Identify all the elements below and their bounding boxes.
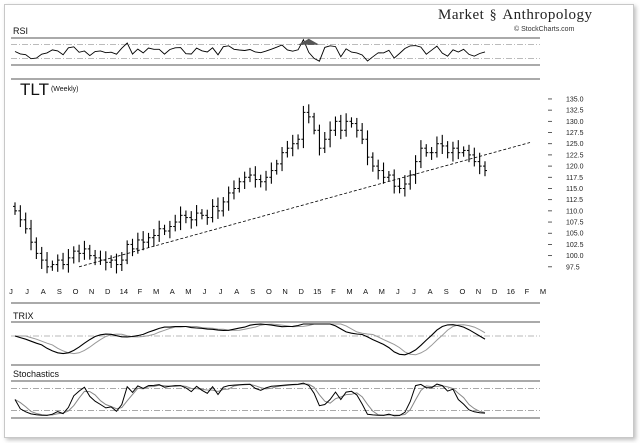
x-axis-label: N	[476, 287, 481, 296]
x-axis-label: J	[25, 287, 29, 296]
x-axis-label: 14	[120, 287, 128, 296]
price-tick-label: 115.0	[566, 186, 583, 193]
x-axis-label: J	[219, 287, 223, 296]
x-axis-label: F	[331, 287, 336, 296]
symbol-label: TLT	[20, 80, 49, 99]
x-axis-label: A	[428, 287, 433, 296]
x-axis-label: S	[250, 287, 255, 296]
x-axis-label: N	[282, 287, 287, 296]
price-tick-label: 117.5	[566, 175, 583, 182]
x-axis-label: A	[234, 287, 239, 296]
credit-text: © StockCharts.com	[514, 26, 575, 33]
x-axis-label: M	[540, 287, 546, 296]
price-tick-label: 102.5	[566, 242, 584, 249]
x-axis-label: A	[363, 287, 368, 296]
period-label: (Weekly)	[50, 86, 79, 93]
price-tick-label: 130.0	[566, 119, 584, 126]
x-axis-label: D	[492, 287, 498, 296]
x-axis-label: A	[170, 287, 175, 296]
x-axis-label: N	[89, 287, 94, 296]
price-tick-label: 105.0	[566, 231, 584, 238]
price-tick-label: 97.5	[566, 264, 580, 271]
x-axis-label: 15	[313, 287, 321, 296]
price-tick-label: 122.5	[566, 152, 584, 159]
x-axis-label: O	[266, 287, 272, 296]
rsi-overbought-area	[298, 38, 320, 45]
x-axis-label: J	[9, 287, 13, 296]
brand-logo: Market § Anthropology	[438, 7, 593, 24]
stochastics-label: Stochastics	[13, 369, 60, 379]
support-trendline	[78, 142, 531, 268]
trix-label: TRIX	[13, 311, 34, 321]
dna-helix-icon: §	[489, 8, 498, 23]
price-tick-label: 132.5	[566, 108, 584, 115]
x-axis-label: S	[444, 287, 449, 296]
chart-title: TLT (Weekly)	[20, 80, 78, 100]
trix-line	[14, 323, 486, 356]
x-axis-label: M	[346, 287, 352, 296]
price-tick-label: 120.0	[566, 164, 584, 171]
brand-left-text: Market	[438, 7, 485, 23]
x-axis-label: M	[153, 287, 159, 296]
stoch-line	[14, 382, 486, 417]
price-tick-label: 125.0	[566, 141, 584, 148]
x-axis-label: S	[57, 287, 62, 296]
brand-right-text: Anthropology	[502, 7, 593, 23]
x-axis-label: D	[105, 287, 111, 296]
x-axis-label: O	[459, 287, 465, 296]
x-axis-label: J	[412, 287, 416, 296]
price-tick-label: 107.5	[566, 220, 584, 227]
x-axis-label: O	[73, 287, 79, 296]
rsi-line	[14, 38, 486, 62]
rsi-label: RSI	[13, 26, 29, 36]
x-axis-label: A	[41, 287, 46, 296]
x-axis-label: 16	[507, 287, 515, 296]
chart-frame	[4, 4, 634, 438]
x-axis-label: J	[396, 287, 400, 296]
x-axis-label: M	[185, 287, 191, 296]
x-axis-label: F	[138, 287, 143, 296]
trix-signal-line	[15, 323, 486, 356]
x-axis-label: F	[525, 287, 530, 296]
x-axis-label: M	[379, 287, 385, 296]
price-tick-label: 112.5	[566, 197, 583, 204]
x-axis-label: J	[203, 287, 207, 296]
price-tick-label: 127.5	[566, 130, 584, 137]
price-tick-label: 100.0	[566, 253, 584, 260]
price-tick-label: 135.0	[566, 96, 584, 103]
x-axis-label: D	[298, 287, 304, 296]
price-tick-label: 110.0	[566, 208, 583, 215]
